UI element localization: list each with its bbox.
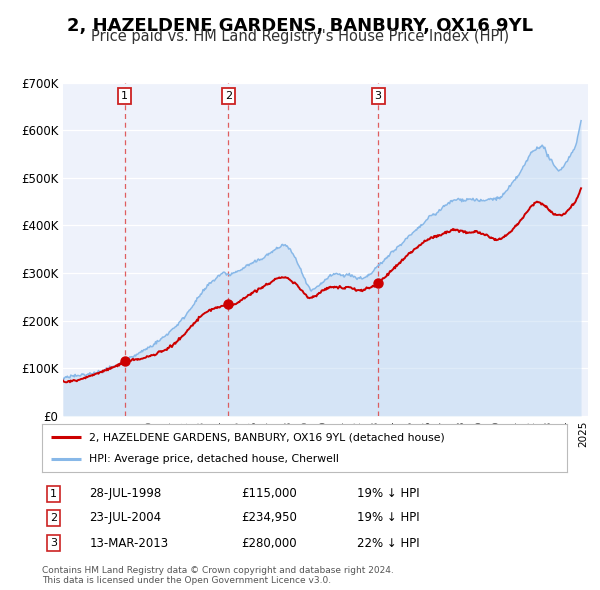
Text: 13-MAR-2013: 13-MAR-2013 <box>89 537 169 550</box>
Text: 28-JUL-1998: 28-JUL-1998 <box>89 487 161 500</box>
Text: 3: 3 <box>50 538 57 548</box>
Text: £280,000: £280,000 <box>241 537 297 550</box>
Text: 23-JUL-2004: 23-JUL-2004 <box>89 511 161 525</box>
Text: 3: 3 <box>374 91 382 101</box>
Text: This data is licensed under the Open Government Licence v3.0.: This data is licensed under the Open Gov… <box>42 576 331 585</box>
Text: £115,000: £115,000 <box>241 487 297 500</box>
Text: Price paid vs. HM Land Registry's House Price Index (HPI): Price paid vs. HM Land Registry's House … <box>91 29 509 44</box>
Text: 19% ↓ HPI: 19% ↓ HPI <box>357 487 419 500</box>
Text: 22% ↓ HPI: 22% ↓ HPI <box>357 537 419 550</box>
Text: 2, HAZELDENE GARDENS, BANBURY, OX16 9YL: 2, HAZELDENE GARDENS, BANBURY, OX16 9YL <box>67 17 533 35</box>
Text: 1: 1 <box>50 489 57 499</box>
Text: £234,950: £234,950 <box>241 511 298 525</box>
Text: 2: 2 <box>50 513 57 523</box>
Text: Contains HM Land Registry data © Crown copyright and database right 2024.: Contains HM Land Registry data © Crown c… <box>42 566 394 575</box>
Text: 2, HAZELDENE GARDENS, BANBURY, OX16 9YL (detached house): 2, HAZELDENE GARDENS, BANBURY, OX16 9YL … <box>89 432 445 442</box>
Text: 19% ↓ HPI: 19% ↓ HPI <box>357 511 419 525</box>
Text: HPI: Average price, detached house, Cherwell: HPI: Average price, detached house, Cher… <box>89 454 339 464</box>
Text: 2: 2 <box>225 91 232 101</box>
Text: 1: 1 <box>121 91 128 101</box>
